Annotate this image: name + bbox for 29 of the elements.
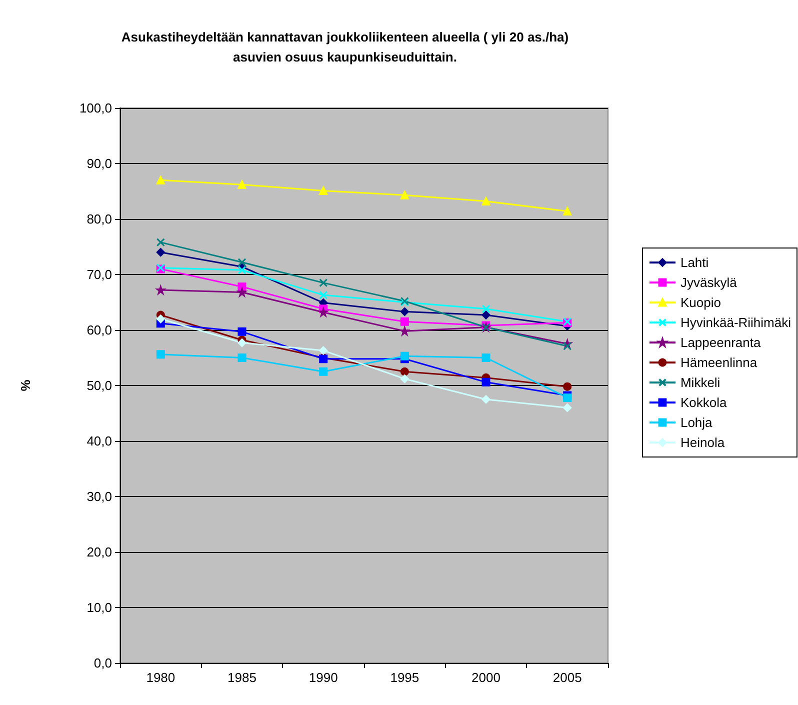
y-tick-label: 40,0 <box>86 434 112 448</box>
legend-label: Hämeenlinna <box>680 355 758 370</box>
y-tick-label: 50,0 <box>86 378 112 393</box>
legend-label: Lohja <box>680 415 714 430</box>
x-tick-label: 1990 <box>308 670 338 685</box>
x-tick-label: 2005 <box>552 670 582 685</box>
legend-label: Mikkeli <box>680 375 720 390</box>
y-tick-label: 30,0 <box>86 489 112 504</box>
legend-label: Lahti <box>680 255 709 270</box>
legend-label: Jyväskylä <box>680 275 738 290</box>
y-tick-label: 0,0 <box>94 656 112 670</box>
legend-label: Heinola <box>680 435 726 450</box>
y-tick-label: 10,0 <box>86 600 112 615</box>
legend-label: Kokkola <box>680 395 728 410</box>
y-tick-label: 90,0 <box>86 156 112 171</box>
y-tick-label: 20,0 <box>86 544 112 560</box>
x-tick-label: 1995 <box>390 670 420 685</box>
legend-label: Lappeenranta <box>680 335 762 350</box>
y-tick-label: 60,0 <box>86 322 112 338</box>
chart-title: Asukastiheydeltään kannattavan joukkoliikenteen alueella ( yli 20 as./ha) asuvien osuus kaupunkiseuduittain. <box>121 30 569 64</box>
y-tick-label: 100,0 <box>79 100 112 116</box>
y-axis-title: % <box>18 379 33 392</box>
x-tick-label: 2000 <box>472 670 500 685</box>
x-tick-label: 1985 <box>228 670 256 685</box>
y-tick-label: 80,0 <box>86 212 112 226</box>
legend-label: Kuopio <box>680 295 721 310</box>
legend-label: Hyvinkää-Riihimäki <box>680 315 792 330</box>
x-tick-label: 1980 <box>146 670 176 685</box>
y-tick-label: 70,0 <box>86 267 112 282</box>
